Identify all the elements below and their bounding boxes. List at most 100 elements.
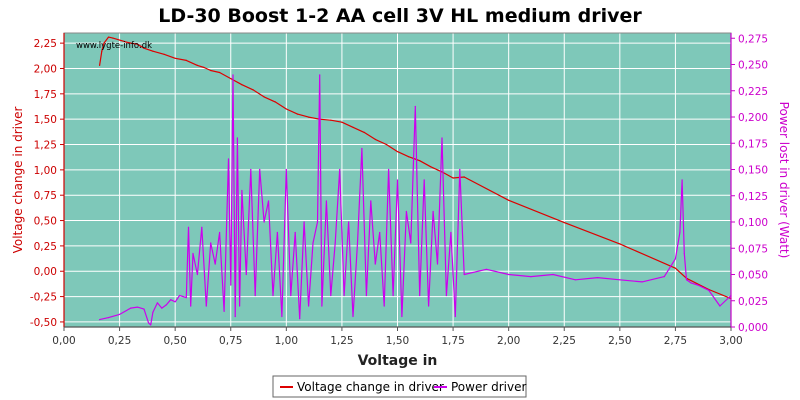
power-point bbox=[348, 221, 350, 223]
power-point bbox=[419, 294, 421, 297]
legend: Voltage change in driver Power driver bbox=[272, 375, 527, 398]
power-point bbox=[697, 284, 699, 286]
power-point bbox=[552, 273, 554, 276]
voltage-point bbox=[452, 177, 454, 179]
power-point bbox=[485, 268, 487, 270]
voltage-point bbox=[419, 160, 421, 162]
voltage-point bbox=[152, 50, 154, 52]
power-point bbox=[679, 231, 681, 234]
voltage-point bbox=[163, 53, 165, 55]
x-tick-label: 0,25 bbox=[108, 335, 131, 347]
power-point bbox=[619, 279, 621, 281]
x-tick-label: 1,75 bbox=[441, 335, 464, 347]
power-point bbox=[396, 179, 399, 181]
power-point bbox=[263, 221, 265, 223]
power-point bbox=[392, 294, 394, 297]
y-right-tick-label: 0,150 bbox=[738, 165, 768, 177]
axes: 0,00 0,25 0,50 0,75 1,00 1,25 1,50 1,75 2,00 2,25… bbox=[30, 32, 768, 347]
power-point bbox=[294, 231, 296, 234]
power-point bbox=[339, 168, 341, 171]
voltage-point bbox=[385, 143, 387, 146]
y-left-tick-label: 0,25 bbox=[34, 241, 57, 253]
power-point bbox=[119, 313, 121, 315]
power-point bbox=[156, 302, 158, 304]
power-point bbox=[136, 306, 138, 308]
power-point bbox=[316, 221, 319, 223]
power-point bbox=[227, 158, 230, 160]
power-point bbox=[308, 305, 310, 307]
power-point bbox=[219, 231, 221, 234]
voltage-point bbox=[203, 66, 205, 69]
voltage-point bbox=[508, 199, 510, 201]
power-point bbox=[330, 294, 332, 297]
power-point bbox=[674, 258, 677, 260]
legend-entry-voltage: Voltage change in driver bbox=[297, 380, 444, 394]
power-point bbox=[379, 231, 381, 234]
voltage-point bbox=[241, 84, 243, 86]
power-point bbox=[410, 242, 412, 244]
power-point bbox=[152, 311, 154, 313]
x-tick-label: 2,50 bbox=[608, 335, 631, 347]
voltage-point bbox=[363, 131, 365, 133]
power-point bbox=[325, 200, 327, 202]
power-point bbox=[401, 315, 403, 318]
power-point bbox=[454, 315, 456, 318]
voltage-point bbox=[112, 37, 114, 39]
voltage-point bbox=[230, 78, 232, 80]
power-point bbox=[463, 273, 465, 276]
voltage-point bbox=[441, 171, 443, 173]
y-right-tick-label: 0,050 bbox=[738, 270, 768, 282]
x-tick-label: 0,75 bbox=[219, 335, 242, 347]
x-tick-label: 3,00 bbox=[719, 335, 742, 347]
power-point bbox=[196, 273, 198, 276]
power-point bbox=[161, 307, 163, 309]
power-point bbox=[254, 294, 256, 297]
voltage-point bbox=[219, 71, 221, 74]
y-right-tick-label: 0,125 bbox=[738, 191, 768, 203]
power-point bbox=[230, 284, 232, 286]
voltage-point bbox=[119, 39, 121, 41]
voltage-point bbox=[308, 116, 310, 118]
chart-title: LD-30 Boost 1-2 AA cell 3V HL medium dri… bbox=[158, 5, 642, 27]
power-point bbox=[508, 273, 510, 276]
power-point bbox=[299, 318, 301, 320]
power-point bbox=[234, 315, 236, 318]
y-right-tick-label: 0,275 bbox=[738, 33, 768, 45]
y-right-tick-label: 0,100 bbox=[738, 217, 768, 229]
y-left-tick-label: 2,00 bbox=[34, 63, 57, 75]
power-point bbox=[370, 200, 372, 202]
power-point bbox=[170, 299, 172, 301]
power-point bbox=[185, 297, 187, 299]
power-point bbox=[205, 305, 207, 307]
power-point bbox=[374, 263, 376, 265]
power-point bbox=[405, 210, 407, 213]
power-point bbox=[690, 282, 692, 284]
power-point bbox=[241, 189, 243, 192]
y-right-tick-label: 0,025 bbox=[738, 296, 768, 308]
power-point bbox=[210, 242, 212, 244]
power-point bbox=[245, 273, 247, 276]
voltage-point bbox=[296, 113, 299, 115]
voltage-point bbox=[408, 156, 410, 158]
power-point bbox=[441, 137, 443, 139]
voltage-point bbox=[396, 151, 399, 153]
power-point bbox=[708, 289, 710, 291]
power-point bbox=[388, 168, 390, 171]
power-point bbox=[530, 276, 532, 278]
voltage-point bbox=[263, 96, 265, 98]
legend-box bbox=[272, 375, 527, 398]
power-point bbox=[450, 231, 452, 234]
power-point bbox=[683, 252, 685, 255]
x-tick-label: 0,00 bbox=[52, 335, 75, 347]
y-right-tick-label: 0,225 bbox=[738, 86, 768, 98]
power-point bbox=[343, 294, 345, 297]
power-point bbox=[719, 305, 721, 307]
x-tick-label: 1,00 bbox=[275, 335, 298, 347]
power-point bbox=[187, 226, 190, 228]
voltage-point bbox=[210, 69, 212, 72]
power-point bbox=[365, 294, 367, 297]
power-point bbox=[459, 168, 461, 171]
power-point bbox=[312, 242, 314, 244]
voltage-point bbox=[274, 101, 276, 103]
x-tick-label: 0,50 bbox=[163, 335, 186, 347]
